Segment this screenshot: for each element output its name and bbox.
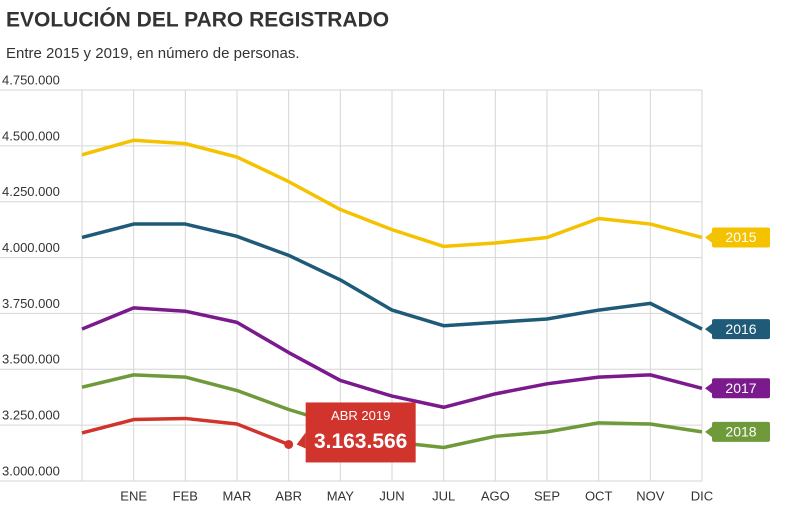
annotation-value: 3.163.566 — [314, 430, 407, 453]
x-tick-label: OCT — [585, 488, 613, 503]
legend-box — [712, 319, 770, 340]
legend-label: 2016 — [725, 321, 756, 337]
x-tick-label: MAR — [223, 488, 252, 503]
point — [284, 439, 294, 449]
y-tick-label: 3.250.000 — [2, 408, 60, 423]
y-tick-label: 4.750.000 — [2, 72, 60, 87]
y-tick-label: 4.250.000 — [2, 184, 60, 199]
series-line — [81, 138, 703, 249]
legend-pointer — [705, 323, 713, 336]
legend-label: 2018 — [725, 424, 756, 440]
legend-box — [712, 227, 770, 248]
y-tick-label: 3.500.000 — [2, 352, 60, 367]
legend-pointer — [705, 425, 713, 438]
x-tick-label: AGO — [481, 488, 510, 503]
y-tick-label: 4.000.000 — [2, 240, 60, 255]
legend-pointer — [705, 231, 713, 244]
x-tick-label: FEB — [173, 488, 198, 503]
annotation-pointer — [296, 432, 306, 449]
annotation-box — [305, 402, 416, 463]
y-tick-label: 3.750.000 — [2, 296, 60, 311]
series-line — [81, 222, 703, 331]
x-tick-label: DIC — [691, 488, 713, 503]
y-tick-label: 3.000.000 — [2, 463, 60, 478]
x-tick-label: JUL — [432, 488, 455, 503]
chart-subtitle: Entre 2015 y 2019, en número de personas… — [6, 45, 300, 62]
legend-box — [712, 421, 770, 442]
x-tick-label: MAY — [327, 488, 355, 503]
x-tick-label: ABR — [275, 488, 302, 503]
annotation-title: ABR 2019 — [331, 408, 390, 423]
series-line — [81, 306, 703, 410]
x-tick-label: JUN — [379, 488, 404, 503]
x-tick-label: SEP — [534, 488, 560, 503]
legend-label: 2015 — [725, 229, 756, 245]
series-line — [81, 416, 290, 447]
x-tick-label: NOV — [636, 488, 665, 503]
legend-label: 2017 — [725, 380, 756, 396]
legend-box — [712, 378, 770, 399]
x-tick-label: ENE — [120, 488, 147, 503]
y-tick-label: 4.500.000 — [2, 128, 60, 143]
legend-pointer — [705, 382, 713, 395]
chart-title: EVOLUCIÓN DEL PARO REGISTRADO — [6, 8, 389, 32]
